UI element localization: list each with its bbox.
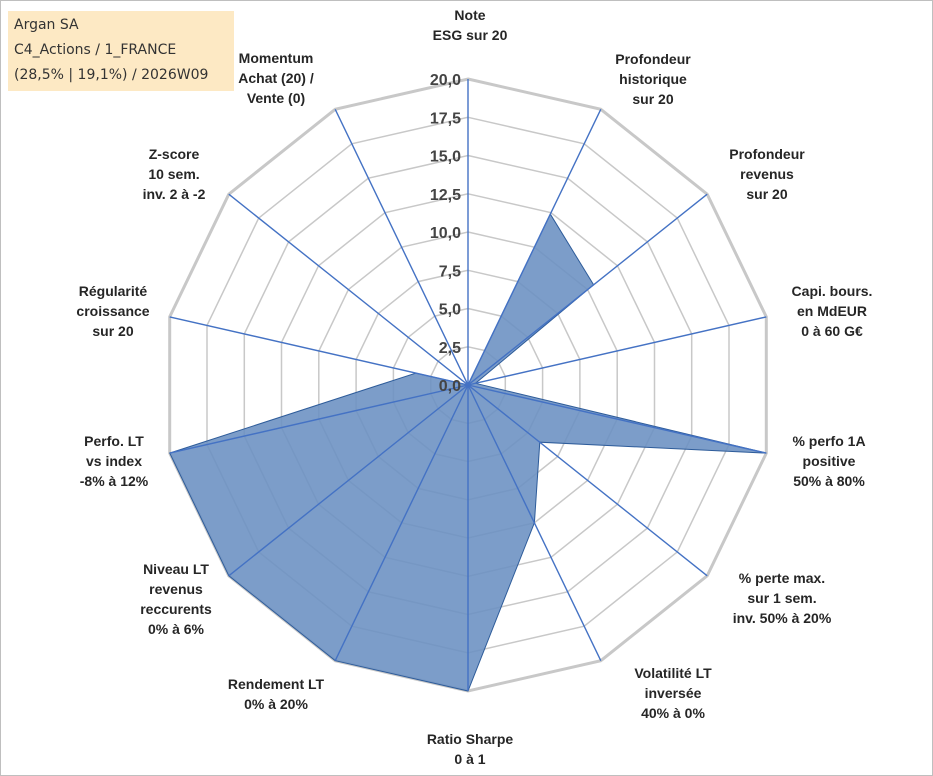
category-label-line: Z-score [148, 146, 200, 162]
info-stats-period: (28,5% | 19,1%) / 2026W09 [14, 67, 209, 83]
category-label-line: positive [802, 453, 856, 469]
category-label-line: revenus [740, 166, 794, 182]
tick-label-5: 12,5 [430, 187, 461, 204]
info-box: Argan SA C4_Actions / 1_FRANCE (28,5% | … [8, 11, 234, 91]
category-label-line: Volatilité LT [634, 665, 712, 681]
category-label-line: 0 à 60 G€ [801, 323, 863, 339]
category-label-line: revenus [149, 581, 203, 597]
category-label-z-score: Z-score 10 sem. inv. 2 à -2 [143, 144, 206, 204]
category-label-line: vs index [85, 453, 143, 469]
category-label-line: % perfo 1A [792, 433, 866, 449]
category-label-line: inversée [644, 685, 702, 701]
spoke-perte-max [467, 384, 708, 577]
radar-spokes [169, 79, 767, 691]
category-label-line: inv. 50% à 20% [732, 610, 832, 626]
spoke-profondeur-revenus [467, 193, 708, 386]
category-label-profondeur-revenus: Profondeur revenus sur 20 [729, 144, 804, 204]
category-label-volatilite-lt: Volatilité LT inversée 40% à 0% [634, 663, 711, 723]
category-label-regularite-croissance: Régularité croissance sur 20 [76, 281, 149, 341]
category-label-line: sur 20 [92, 323, 134, 339]
category-label-line: % perte max. [738, 570, 826, 586]
spoke-volatilite-lt [467, 384, 602, 662]
category-label-line: inv. 2 à -2 [142, 186, 206, 202]
category-label-line: Rendement LT [227, 676, 325, 692]
category-label-line: Note [454, 7, 486, 23]
info-category: C4_Actions / 1_FRANCE [14, 42, 177, 58]
category-label-perte-max: % perte max. sur 1 sem. inv. 50% à 20% [733, 568, 832, 628]
category-label-line: Perfo. LT [84, 433, 144, 449]
tick-label-3: 7,5 [439, 263, 461, 280]
category-label-line: sur 1 sem. [747, 590, 817, 606]
category-label-line: ESG sur 20 [432, 27, 508, 43]
category-label-niveau-lt-revenus: Niveau LT revenus reccurents 0% à 6% [140, 559, 212, 639]
category-label-line: Profondeur [729, 146, 805, 162]
category-label-line: 40% à 0% [641, 705, 705, 721]
spoke-capi-bours [467, 316, 767, 386]
category-label-line: Vente (0) [246, 90, 306, 106]
category-label-line: 50% à 80% [793, 473, 865, 489]
category-label-perfo-1a-positive: % perfo 1A positive 50% à 80% [792, 431, 865, 491]
category-label-note-esg: Note ESG sur 20 [433, 5, 508, 45]
spoke-momentum [334, 108, 469, 386]
tick-label-0: 0,0 [439, 378, 461, 395]
category-label-line: Profondeur [615, 51, 691, 67]
category-label-line: sur 20 [746, 186, 788, 202]
category-label-line: 0% à 20% [244, 696, 308, 712]
category-label-ratio-sharpe: Ratio Sharpe 0 à 1 [427, 729, 513, 769]
category-label-capi-bours: Capi. bours. en MdEUR 0 à 60 G€ [792, 281, 873, 341]
spoke-perfo-1a-positive [467, 384, 767, 454]
category-label-line: 10 sem. [148, 166, 200, 182]
category-label-line: Achat (20) / [238, 70, 314, 86]
info-company-name: Argan SA [14, 17, 79, 33]
category-label-line: historique [619, 71, 687, 87]
category-label-line: Niveau LT [143, 561, 209, 577]
tick-label-1: 2,5 [439, 340, 461, 357]
category-label-line: croissance [76, 303, 150, 319]
tick-label-2: 5,0 [439, 302, 461, 319]
category-label-line: Ratio Sharpe [426, 731, 514, 747]
category-label-line: Capi. bours. [791, 283, 873, 299]
spoke-perfo-lt-vs-index [169, 384, 469, 454]
category-label-line: reccurents [140, 601, 212, 617]
category-label-line: en MdEUR [797, 303, 867, 319]
spoke-z-score [228, 193, 469, 386]
spoke-niveau-lt-revenus [228, 384, 469, 577]
category-label-profondeur-historique: Profondeur historique sur 20 [615, 49, 690, 109]
category-label-line: 0% à 6% [147, 621, 205, 637]
category-label-line: 0 à 1 [454, 751, 486, 767]
category-label-line: Régularité [78, 283, 148, 299]
radar-tick-labels: 0,0 2,5 5,0 7,5 10,0 12,5 15,0 17,5 20,0 [430, 72, 461, 395]
spoke-profondeur-historique [467, 108, 602, 386]
category-label-momentum: Momentum Achat (20) / Vente (0) [238, 48, 313, 108]
category-label-perfo-lt-vs-index: Perfo. LT vs index -8% à 12% [80, 431, 148, 491]
tick-label-6: 15,0 [430, 149, 461, 166]
tick-label-4: 10,0 [430, 225, 461, 242]
tick-label-7: 17,5 [430, 110, 461, 127]
tick-label-8: 20,0 [430, 72, 461, 89]
category-label-line: -8% à 12% [79, 473, 149, 489]
spoke-rendement-lt [334, 384, 469, 662]
spoke-regularite-croissance [169, 316, 469, 386]
category-label-line: Momentum [238, 50, 314, 66]
category-label-rendement-lt: Rendement LT 0% à 20% [228, 674, 324, 714]
category-label-line: sur 20 [632, 91, 674, 107]
